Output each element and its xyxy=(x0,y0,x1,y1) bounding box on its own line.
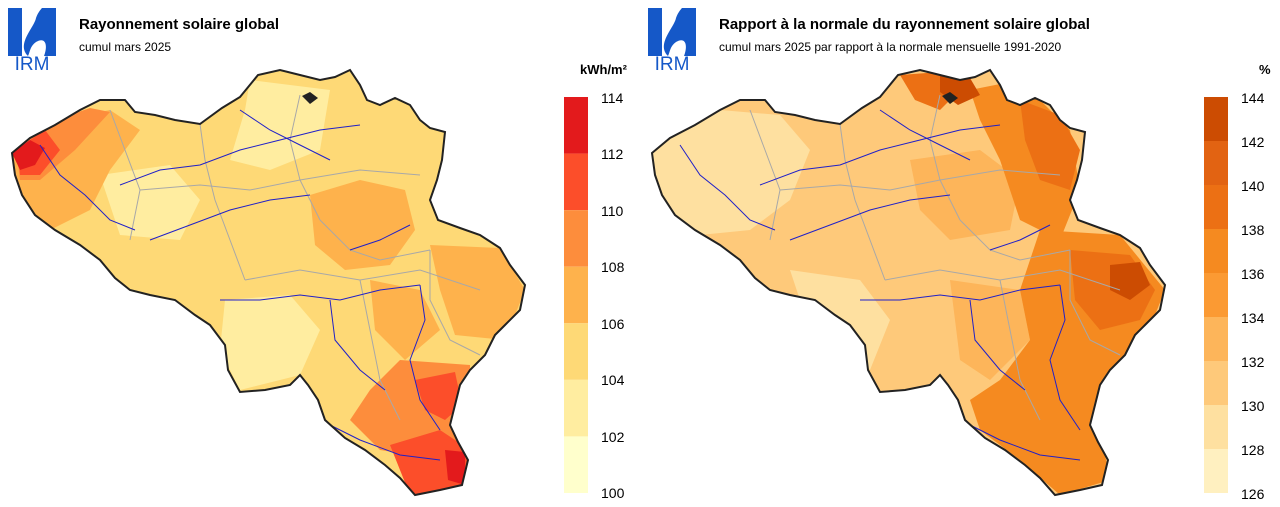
irm-logo: IRM xyxy=(8,8,56,72)
zone-low-3 xyxy=(100,165,200,240)
zone-mid-2 xyxy=(950,280,1030,380)
legend-swatch xyxy=(564,323,588,380)
legend-label: 112 xyxy=(601,146,624,162)
legend-swatch xyxy=(1204,185,1228,229)
map-title: Rapport à la normale du rayonnement sola… xyxy=(719,16,1090,33)
zone-mid xyxy=(910,150,1020,240)
legend-swatch xyxy=(1204,449,1228,493)
logo-text: IRM xyxy=(15,54,50,72)
color-legend xyxy=(1204,97,1228,493)
map-subtitle: cumul mars 2025 par rapport à la normale… xyxy=(719,40,1062,54)
legend-swatch xyxy=(1204,141,1228,185)
legend-swatch xyxy=(1204,361,1228,405)
zone-mid-3 xyxy=(430,245,525,340)
legend-swatch xyxy=(1204,405,1228,449)
legend-swatch xyxy=(564,379,588,437)
province-borders xyxy=(109,94,481,421)
legend-swatch xyxy=(1204,229,1228,273)
color-legend xyxy=(564,97,588,493)
legend-swatch xyxy=(1204,97,1228,141)
zone-max xyxy=(445,450,465,485)
legend-swatch xyxy=(1204,273,1228,317)
map-panel-solar-radiation: IRM Rayonnement solaire global cumul mar… xyxy=(8,8,627,501)
zone-east-high xyxy=(1020,100,1080,190)
legend-swatch xyxy=(564,266,588,324)
baarle-enclave xyxy=(942,92,958,104)
legend-label: 142 xyxy=(1241,134,1265,150)
legend-label: 140 xyxy=(1241,178,1265,194)
province-borders xyxy=(749,94,1121,421)
legend-label: 100 xyxy=(601,485,625,501)
legend-label: 138 xyxy=(1241,222,1265,238)
zone-max-coast xyxy=(12,140,45,170)
legend-unit: kWh/m² xyxy=(580,62,627,77)
legend-label: 110 xyxy=(601,203,624,219)
belgium-map xyxy=(11,69,526,496)
legend-swatch xyxy=(564,436,588,493)
legend-swatch xyxy=(564,210,588,267)
legend-swatch xyxy=(564,153,588,211)
legend-label: 130 xyxy=(1241,398,1265,414)
legend-label: 136 xyxy=(1241,266,1265,282)
legend-label: 126 xyxy=(1241,486,1265,502)
zone-low xyxy=(652,110,810,235)
zone-mid-2 xyxy=(310,180,415,270)
map-panel-ratio-to-normal: IRM Rapport à la normale du rayonnement … xyxy=(640,0,1280,507)
legend-swatch xyxy=(1204,317,1228,361)
logo-text: IRM xyxy=(655,54,690,72)
irm-logo: IRM xyxy=(648,8,696,72)
legend-label: 134 xyxy=(1241,310,1265,326)
zone-very-high xyxy=(415,372,462,420)
legend-unit: % xyxy=(1259,62,1271,77)
rivers xyxy=(679,109,1081,461)
legend-label: 108 xyxy=(601,259,625,275)
zone-low-2 xyxy=(220,295,320,390)
rivers xyxy=(39,109,441,461)
zone-max-2 xyxy=(1110,262,1150,300)
baarle-enclave xyxy=(302,92,318,104)
legend-label: 104 xyxy=(601,372,625,388)
legend-label: 128 xyxy=(1241,442,1265,458)
legend-label: 132 xyxy=(1241,354,1265,370)
legend-swatch xyxy=(564,97,588,154)
legend-label: 114 xyxy=(601,90,624,106)
legend-label: 106 xyxy=(601,316,625,332)
legend-label: 144 xyxy=(1241,90,1265,106)
legend-label: 102 xyxy=(601,429,625,445)
belgium-map xyxy=(651,69,1166,496)
map-subtitle: cumul mars 2025 xyxy=(79,40,172,54)
map-title: Rayonnement solaire global xyxy=(79,16,280,33)
